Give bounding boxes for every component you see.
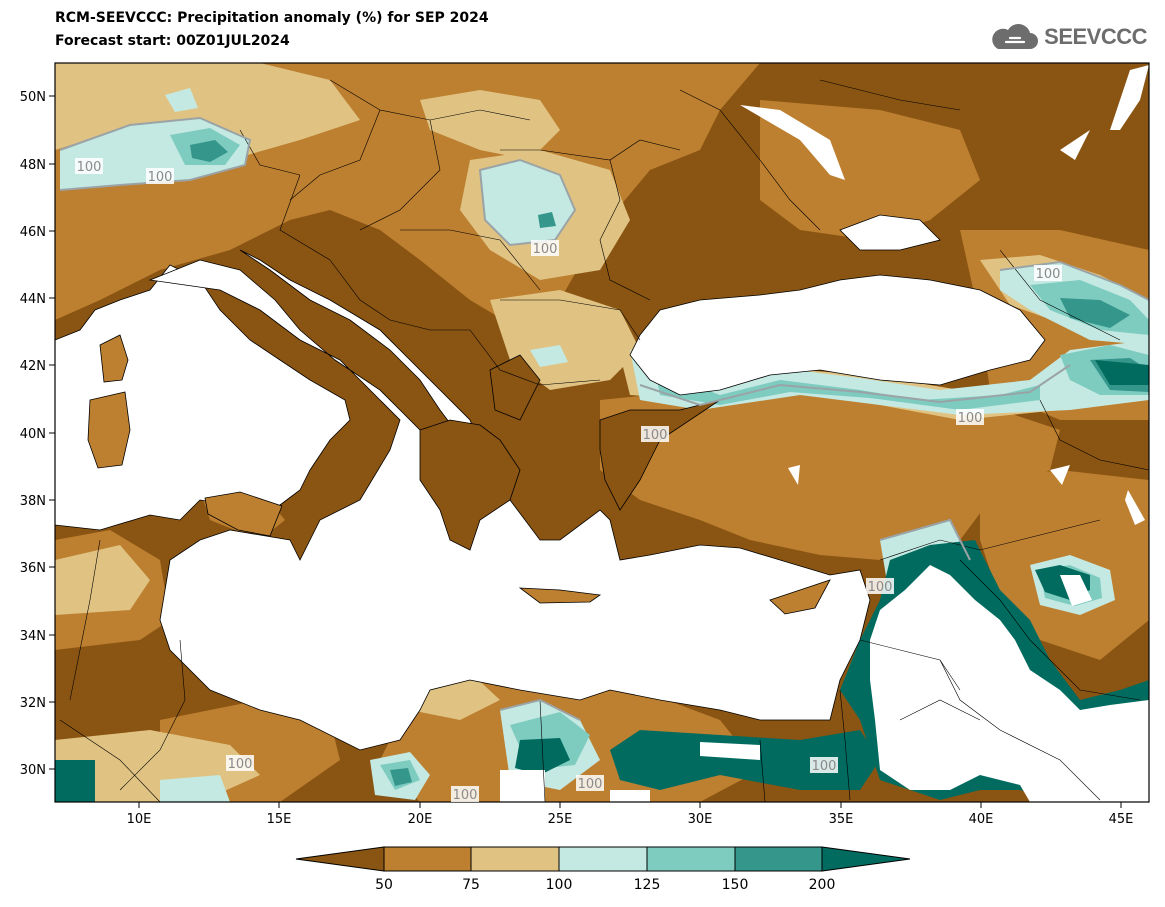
- contour-label: 100: [643, 428, 668, 443]
- peninsulas: [419, 399, 721, 551]
- colorbar-label: 125: [634, 877, 661, 893]
- colorbar-segment-75-100: [470, 846, 560, 872]
- colorbar-label: 75: [462, 877, 480, 893]
- lon-tick: 35E: [829, 812, 854, 827]
- lat-tick: 48N: [20, 158, 46, 173]
- lon-tick: 45E: [1109, 812, 1134, 827]
- contour-label: 100: [578, 777, 603, 792]
- contour-label: 100: [148, 170, 173, 185]
- logo-text: SEEVCCC: [1044, 24, 1147, 49]
- lat-tick: 40N: [20, 427, 46, 442]
- lat-tick: 46N: [20, 225, 46, 240]
- sea-areas: [55, 214, 1046, 751]
- lon-tick: 10E: [127, 812, 152, 827]
- lat-tick: 38N: [20, 494, 46, 509]
- colorbar-segment-gt200: [821, 846, 911, 872]
- colorbar-label: 100: [546, 877, 573, 893]
- lat-tick: 32N: [20, 696, 46, 711]
- colorbar-segment-150-200: [734, 846, 823, 872]
- contour-label: 100: [533, 242, 558, 257]
- contour-label: 100: [812, 759, 837, 774]
- map-area: [55, 63, 1149, 802]
- contour-label: 100: [77, 160, 102, 175]
- undefined-area: [500, 65, 1149, 802]
- contour-label: 100: [453, 788, 478, 803]
- colorbar-label: 50: [375, 877, 393, 893]
- cloud-icon: [992, 24, 1039, 49]
- logo: SEEVCCC: [988, 22, 1147, 52]
- contour-label: 100: [958, 411, 983, 426]
- colorbar-segment-100-125: [558, 846, 648, 872]
- lat-tick: 44N: [20, 292, 46, 307]
- lat-tick: 36N: [20, 561, 46, 576]
- colorbar-label: 200: [809, 877, 836, 893]
- country-borders: [59, 79, 1149, 802]
- lon-tick: 15E: [267, 812, 292, 827]
- colorbar-segment-lt50: [295, 846, 385, 872]
- lat-tick: 42N: [20, 359, 46, 374]
- lat-tick: 50N: [20, 90, 46, 105]
- map-title: RCM-SEEVCCC: Precipitation anomaly (%) f…: [55, 10, 489, 26]
- forecast-start: Forecast start: 00Z01JUL2024: [55, 33, 290, 49]
- contour-label: 100: [1036, 267, 1061, 282]
- contour-label: 100: [868, 580, 893, 595]
- contour-label: 100: [228, 757, 253, 772]
- lon-axis: 10E 15E 20E 25E 30E 35E 40E 45E: [127, 802, 1134, 827]
- lat-tick: 34N: [20, 629, 46, 644]
- colorbar-label: 150: [722, 877, 749, 893]
- lon-tick: 20E: [408, 812, 433, 827]
- colorbar-labels: 50 75 100 125 150 200: [375, 877, 835, 893]
- colorbar-segment-125-150: [646, 846, 736, 872]
- lat-tick: 30N: [20, 763, 46, 778]
- lon-tick: 25E: [548, 812, 573, 827]
- lat-axis: 50N 48N 46N 44N 42N 40N 38N 36N 34N 32N …: [20, 90, 55, 778]
- lon-tick: 40E: [969, 812, 994, 827]
- colorbar: [295, 846, 911, 872]
- lon-tick: 30E: [688, 812, 713, 827]
- contour-100: [59, 116, 1149, 721]
- colorbar-segment-50-75: [383, 846, 472, 872]
- contour-labels: 100 100 100 100 100 100 100 100 100 100 …: [75, 158, 1062, 803]
